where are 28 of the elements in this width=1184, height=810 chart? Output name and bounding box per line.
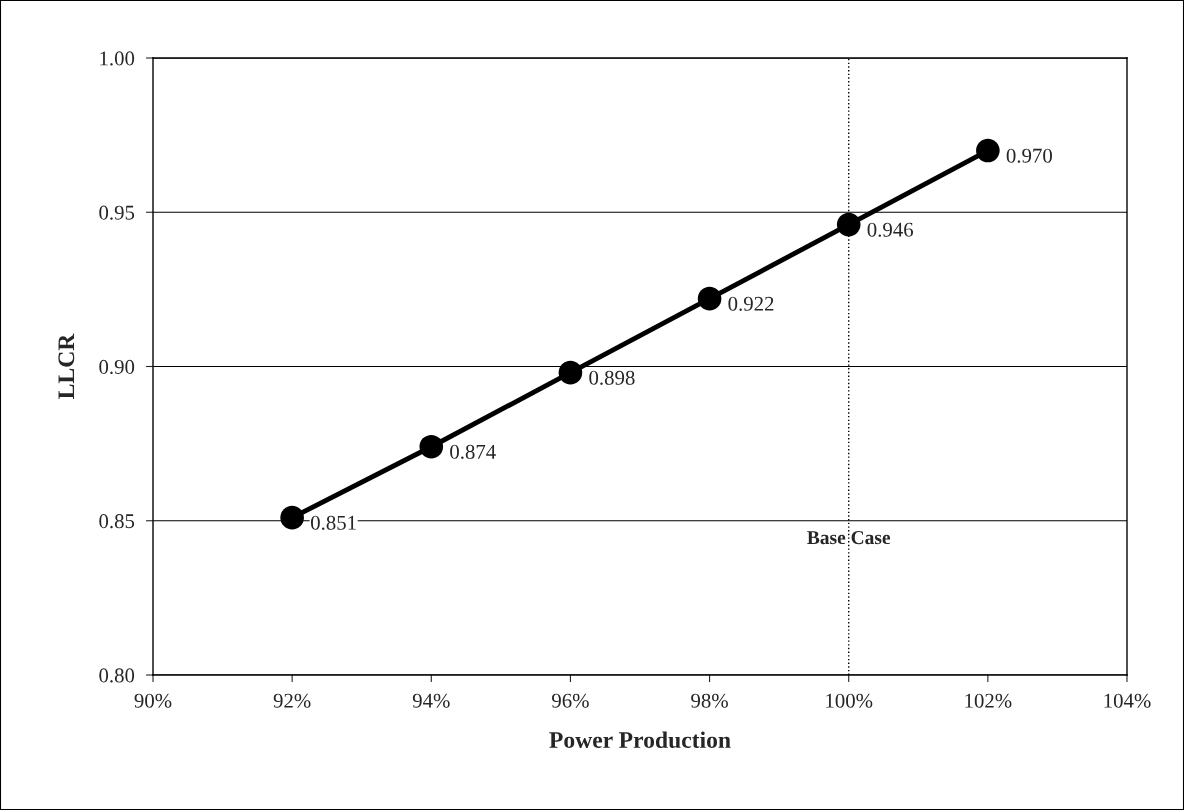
data-label: 0.970 [1006, 148, 1052, 163]
point [976, 138, 1000, 163]
x-tick-label: 102% [965, 693, 1012, 708]
point [419, 434, 444, 459]
data-label: 0.851 [310, 515, 356, 530]
x-tick-label: 100% [826, 693, 873, 708]
point [558, 360, 583, 385]
point [836, 212, 861, 237]
x-tick-label: 92% [273, 693, 311, 708]
point [280, 505, 304, 530]
y-axis-title: LLCR [58, 333, 75, 399]
y-tick-label: 0.95 [99, 205, 135, 220]
ref-line-label: Base Case [807, 531, 891, 545]
y-tick-label: 0.80 [99, 668, 135, 683]
x-axis-title: Power Production [549, 731, 731, 749]
x-tick-label: 90% [134, 693, 172, 708]
data-label: 0.946 [867, 222, 914, 237]
data-label: 0.898 [589, 370, 635, 385]
data-label: 0.874 [450, 444, 496, 459]
x-tick-label: 94% [412, 693, 450, 708]
x-tick-label: 96% [552, 693, 589, 708]
y-tick-label: 0.85 [99, 514, 135, 529]
point [697, 286, 722, 311]
y-tick-label: 0.90 [99, 359, 135, 375]
y-tick-label: 1.00 [100, 51, 135, 66]
x-tick-label: 104% [1104, 693, 1151, 708]
data-label: 0.922 [728, 296, 774, 311]
x-tick-label: 98% [691, 693, 728, 708]
